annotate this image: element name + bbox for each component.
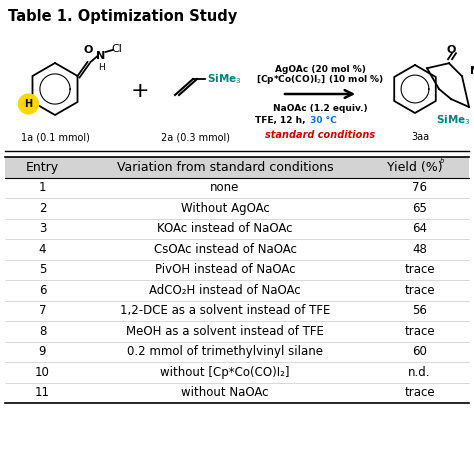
Text: H: H [25, 99, 33, 109]
Text: 30 °C: 30 °C [307, 116, 337, 125]
Text: KOAc instead of NaOAc: KOAc instead of NaOAc [157, 222, 293, 235]
Text: 11: 11 [35, 386, 50, 399]
Text: 56: 56 [412, 304, 427, 317]
Text: trace: trace [404, 284, 435, 297]
Circle shape [18, 94, 38, 114]
Text: SiMe$_3$: SiMe$_3$ [436, 113, 470, 127]
Text: 6: 6 [39, 284, 46, 297]
Text: AdCO₂H instead of NaOAc: AdCO₂H instead of NaOAc [149, 284, 301, 297]
Text: Entry: Entry [26, 161, 59, 174]
Text: Yield (%): Yield (%) [387, 161, 442, 174]
Text: 8: 8 [39, 325, 46, 338]
Text: 2: 2 [39, 202, 46, 215]
Text: 7: 7 [39, 304, 46, 317]
Text: without [Cp*Co(CO)I₂]: without [Cp*Co(CO)I₂] [160, 366, 290, 379]
Text: MeOH as a solvent instead of TFE: MeOH as a solvent instead of TFE [126, 325, 324, 338]
Text: H: H [98, 63, 105, 72]
Text: TFE, 12 h,: TFE, 12 h, [255, 116, 306, 125]
Text: trace: trace [404, 386, 435, 399]
Text: trace: trace [404, 325, 435, 338]
Text: CsOAc instead of NaOAc: CsOAc instead of NaOAc [154, 243, 296, 256]
Text: N: N [96, 51, 105, 61]
Text: 5: 5 [39, 263, 46, 276]
Text: Variation from standard conditions: Variation from standard conditions [117, 161, 333, 174]
Text: $^{b}$: $^{b}$ [439, 158, 446, 168]
Text: 0.2 mmol of trimethylvinyl silane: 0.2 mmol of trimethylvinyl silane [127, 345, 323, 358]
Text: 64: 64 [412, 222, 427, 235]
Text: 60: 60 [412, 345, 427, 358]
Text: standard conditions: standard conditions [265, 130, 375, 140]
Text: none: none [210, 181, 240, 194]
Text: NaOAc (1.2 equiv.): NaOAc (1.2 equiv.) [273, 104, 367, 113]
Text: 48: 48 [412, 243, 427, 256]
Text: trace: trace [404, 263, 435, 276]
Text: 9: 9 [39, 345, 46, 358]
Text: PivOH instead of NaOAc: PivOH instead of NaOAc [155, 263, 295, 276]
Text: O: O [84, 45, 93, 55]
FancyBboxPatch shape [5, 157, 469, 177]
Text: AgOAc (20 mol %): AgOAc (20 mol %) [274, 65, 365, 74]
Text: +: + [131, 81, 149, 101]
Text: Cl: Cl [111, 44, 122, 54]
Text: NH: NH [470, 66, 474, 76]
Text: 1: 1 [39, 181, 46, 194]
Text: 76: 76 [412, 181, 427, 194]
Text: SiMe$_3$: SiMe$_3$ [207, 72, 242, 86]
Text: 4: 4 [39, 243, 46, 256]
Text: 3aa: 3aa [411, 132, 429, 142]
Text: Table 1. Optimization Study: Table 1. Optimization Study [8, 9, 237, 24]
Text: n.d.: n.d. [408, 366, 431, 379]
Text: 3: 3 [39, 222, 46, 235]
Text: 1,2-DCE as a solvent instead of TFE: 1,2-DCE as a solvent instead of TFE [120, 304, 330, 317]
Text: 10: 10 [35, 366, 50, 379]
Text: without NaOAc: without NaOAc [181, 386, 269, 399]
Text: 2a (0.3 mmol): 2a (0.3 mmol) [162, 132, 230, 142]
Text: 65: 65 [412, 202, 427, 215]
Text: 1a (0.1 mmol): 1a (0.1 mmol) [20, 132, 90, 142]
Text: [Cp*Co(CO)I$_2$] (10 mol %): [Cp*Co(CO)I$_2$] (10 mol %) [256, 73, 384, 86]
Text: O: O [447, 45, 456, 55]
Text: Without AgOAc: Without AgOAc [181, 202, 269, 215]
